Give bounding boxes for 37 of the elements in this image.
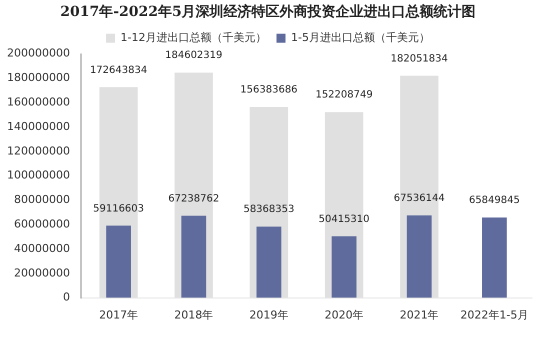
chart-title: 2017年-2022年5月深圳经济特区外商投资企业进出口总额统计图 [60,3,476,20]
data-label: 67536144 [394,193,445,204]
y-tick-label: 160000000 [6,95,70,108]
bar [181,216,206,298]
data-label: 182051834 [390,53,448,64]
x-tick-label: 2022年1-5月 [460,308,528,322]
y-tick-label: 80000000 [14,193,70,206]
data-label: 50415310 [318,214,370,225]
y-tick-label: 40000000 [14,242,70,255]
legend-label: 1-5月进出口总额（千美元） [291,31,430,44]
y-tick-label: 0 [62,290,70,304]
x-tick-label: 2020年 [324,308,364,322]
bar [482,217,507,298]
bar [406,215,432,298]
y-tick-label: 100000000 [6,168,70,182]
y-tick-label: 200000000 [6,46,70,60]
data-label: 67238762 [168,193,220,204]
data-label: 152208749 [315,90,373,101]
data-label: 172643834 [90,64,148,76]
data-label: 156383686 [240,84,298,96]
data-label: 65849845 [468,195,520,206]
y-tick-label: 20000000 [14,266,70,280]
data-label: 58368353 [243,204,294,216]
bar [332,236,356,298]
data-label: 59116603 [93,203,144,214]
x-tick-label: 2019年 [249,308,288,322]
x-tick-label: 2018年 [174,308,214,322]
x-tick-label: 2021年 [400,308,439,322]
x-tick-label: 2017年 [99,308,138,322]
bar [256,226,282,298]
y-tick-label: 140000000 [6,120,70,133]
bar [106,226,131,298]
data-label: 184602319 [165,50,222,62]
legend-label: 1-12月进出口总额（千美元） [120,31,267,44]
y-tick-label: 180000000 [6,71,70,84]
y-tick-label: 120000000 [6,144,70,158]
y-tick-label: 60000000 [14,217,70,230]
